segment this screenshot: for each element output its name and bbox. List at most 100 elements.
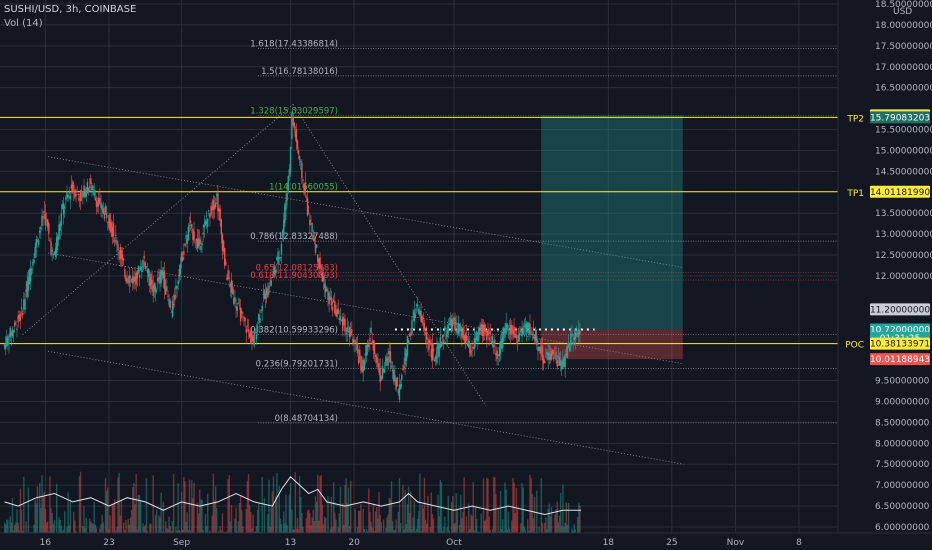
candle-body-303	[347, 330, 350, 332]
candle-body-449	[513, 326, 515, 338]
candle-body-479	[547, 352, 549, 360]
candle-body-402	[460, 325, 462, 332]
volume-bar-491	[561, 525, 563, 533]
volume-bar-123	[143, 526, 145, 533]
volume-bar-403	[461, 517, 463, 533]
candle-body-222	[255, 334, 258, 340]
volume-bar-44	[53, 520, 56, 533]
candle-body-94	[110, 222, 112, 233]
candle-body-49	[59, 223, 61, 232]
volume-bar-497	[567, 502, 570, 533]
volume-bar-259	[297, 529, 300, 533]
volume-bar-494	[564, 522, 566, 533]
volume-bar-167	[193, 482, 195, 533]
volume-bar-452	[516, 509, 519, 533]
volume-bar-462	[528, 531, 530, 533]
volume-bar-288	[330, 496, 333, 533]
volume-bar-206	[237, 521, 240, 533]
candle-body-136	[158, 277, 160, 280]
volume-bar-419	[479, 531, 481, 533]
diagonal-trend-line	[292, 104, 487, 406]
candle-body-62	[74, 189, 76, 198]
volume-bar-364	[416, 519, 419, 533]
candle-body-168	[194, 242, 196, 244]
candle-body-470	[537, 347, 539, 352]
candle-body-147	[170, 311, 173, 313]
volume-bar-153	[177, 483, 179, 533]
candle-body-401	[458, 324, 461, 332]
candle-body-162	[187, 226, 190, 241]
volume-bar-58	[69, 499, 72, 533]
volume-bar-451	[515, 487, 518, 533]
price-axis-tick-0: 18.50000000	[875, 0, 932, 10]
candle-body-20	[26, 281, 28, 297]
candle-body-293	[336, 308, 338, 318]
candle-body-30	[37, 240, 40, 245]
volume-bar-223	[256, 509, 259, 533]
candle-body-280	[321, 273, 324, 282]
candle-body-103	[120, 250, 123, 259]
candle-body-200	[230, 279, 233, 293]
volume-bar-479	[547, 508, 549, 533]
candle-body-81	[95, 200, 98, 207]
volume-bar-345	[395, 519, 397, 533]
candle-body-459	[524, 323, 527, 328]
candle-body-145	[168, 299, 170, 305]
price-tag-4: 10.72000000	[870, 326, 930, 336]
volume-bar-75	[88, 518, 91, 533]
candle-body-330	[378, 362, 380, 373]
volume-bar-411	[470, 514, 472, 533]
volume-bar-275	[315, 502, 318, 533]
volume-bar-258	[296, 518, 299, 533]
volume-bar-217	[250, 512, 252, 533]
volume-bar-311	[356, 527, 359, 533]
volume-bar-247	[284, 522, 286, 533]
candle-body-28	[35, 238, 38, 248]
candle-body-86	[101, 205, 103, 210]
candle-body-467	[533, 334, 536, 340]
candle-body-197	[227, 270, 229, 279]
candle-body-439	[502, 332, 504, 348]
volume-bar-503	[574, 529, 577, 533]
candle-body-52	[62, 203, 65, 215]
candle-body-272	[312, 235, 314, 240]
candle-body-85	[100, 202, 102, 209]
volume-bar-309	[354, 508, 356, 533]
candle-body-304	[348, 327, 351, 338]
time-axis-tick-5: Oct	[446, 538, 462, 548]
candle-body-26	[33, 259, 35, 263]
candle-body-19	[25, 289, 27, 292]
candle-body-89	[104, 205, 107, 213]
volume-bar-39	[48, 531, 50, 533]
candle-body-37	[45, 220, 48, 222]
candle-body-444	[507, 328, 510, 330]
candle-body-175	[202, 232, 204, 235]
volume-bar-257	[295, 528, 298, 533]
volume-bar-49	[59, 519, 61, 533]
candle-body-486	[555, 351, 557, 361]
candle-body-165	[191, 223, 193, 229]
candle-body-469	[536, 336, 538, 345]
volume-bar-141	[163, 531, 166, 533]
candle-body-118	[137, 266, 140, 273]
volume-bar-260	[298, 476, 301, 533]
price-axis-tick-15: 8.00000000	[875, 439, 930, 449]
candle-body-151	[175, 285, 177, 290]
candle-body-124	[144, 262, 146, 269]
candle-body-267	[306, 197, 309, 216]
volume-bar-203	[234, 518, 236, 533]
candle-body-211	[243, 317, 245, 319]
volume-bar-325	[372, 503, 375, 533]
volume-bar-144	[167, 529, 169, 533]
candle-body-411	[470, 350, 472, 356]
candle-body-154	[178, 269, 181, 277]
candle-body-502	[573, 337, 575, 341]
candle-body-476	[544, 361, 546, 364]
volume-bar-435	[497, 507, 499, 533]
candle-body-365	[418, 308, 420, 315]
level-label-tp2: TP2	[846, 114, 864, 124]
volume-bar-413	[472, 482, 474, 533]
price-tag-bg-2	[870, 185, 930, 198]
channel-line-1	[48, 252, 684, 365]
